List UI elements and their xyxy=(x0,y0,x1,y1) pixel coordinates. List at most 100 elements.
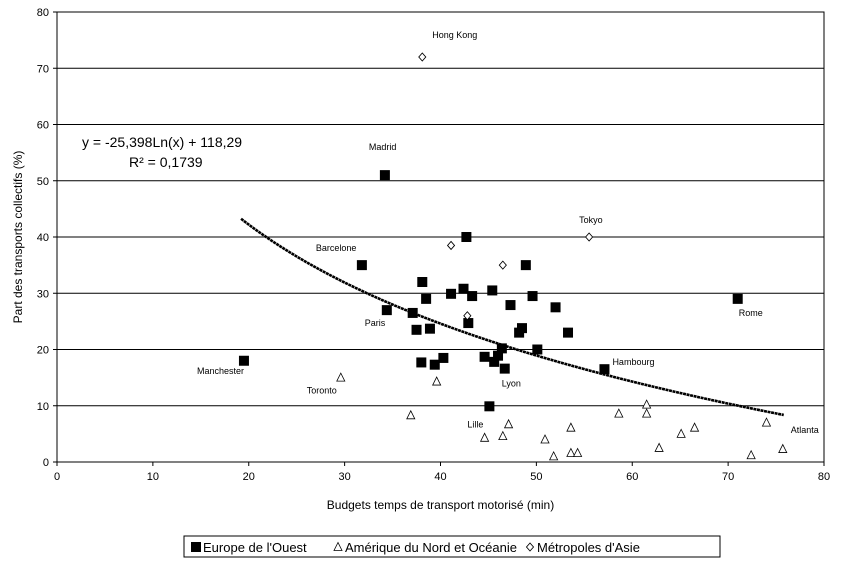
data-point-triangle xyxy=(641,399,652,409)
data-point-square xyxy=(479,351,490,362)
y-tick-label: 70 xyxy=(37,63,49,75)
city-label: Hambourg xyxy=(612,357,654,367)
data-point-square xyxy=(424,323,435,334)
data-point-triangle xyxy=(336,372,346,382)
y-tick-label: 40 xyxy=(37,232,49,244)
data-point-triangle xyxy=(566,422,576,432)
data-point-square xyxy=(461,232,472,242)
trendline xyxy=(240,217,784,417)
data-point-diamond xyxy=(446,240,456,251)
data-point-square xyxy=(732,293,743,304)
data-point-square xyxy=(438,352,449,363)
legend-marker-square xyxy=(191,542,201,552)
data-point-square xyxy=(520,260,531,271)
data-point-triangle xyxy=(689,422,700,432)
y-tick-label: 80 xyxy=(37,7,49,19)
series-triangle xyxy=(336,372,788,461)
y-tick-label: 10 xyxy=(37,401,49,413)
city-label: Hong Kong xyxy=(432,30,477,40)
legend: Europe de l'Ouest Amérique du Nord et Océ… xyxy=(183,535,721,558)
data-point-diamond xyxy=(418,52,427,62)
trendline-equation: y = -25,398Ln(x) + 118,29 xyxy=(82,134,242,150)
city-label: Tokyo xyxy=(579,215,603,225)
city-label: Lyon xyxy=(502,379,521,389)
data-point-triangle xyxy=(503,418,514,429)
data-point-triangle xyxy=(778,443,788,453)
data-point-triangle xyxy=(498,430,508,441)
y-tick-label: 50 xyxy=(37,176,49,188)
data-point-square xyxy=(446,288,457,299)
data-point-square xyxy=(527,291,538,302)
data-point-triangle xyxy=(479,432,490,442)
y-axis-title: Part des transports collectifs (%) xyxy=(11,151,25,324)
data-point-square xyxy=(496,343,507,354)
city-label: Rome xyxy=(739,308,763,318)
x-tick-label: 40 xyxy=(434,471,446,483)
city-labels: Hong Kong Madrid Tokyo Barcelone Paris Rome Ma… xyxy=(197,30,819,435)
data-point-diamond xyxy=(498,260,507,270)
data-point-triangle xyxy=(761,417,772,427)
data-point-square xyxy=(421,293,432,304)
x-axis-title: Budgets temps de transport motorisé (min… xyxy=(327,498,554,512)
data-point-diamond xyxy=(463,311,472,321)
y-tick-label: 60 xyxy=(37,120,49,132)
data-point-triangle xyxy=(540,434,550,444)
x-tick-label: 70 xyxy=(722,471,734,483)
data-point-triangle xyxy=(676,428,686,438)
data-point-square xyxy=(532,344,543,355)
x-tick-label: 0 xyxy=(54,471,60,483)
data-point-square xyxy=(417,277,428,287)
legend-label: Amérique du Nord et Océanie xyxy=(345,540,517,555)
data-point-square xyxy=(381,305,392,316)
series-diamond xyxy=(418,52,594,321)
data-point-square xyxy=(463,318,474,329)
data-point-square xyxy=(484,401,495,412)
legend-marker-diamond xyxy=(525,542,535,552)
data-point-diamond xyxy=(585,232,594,242)
data-point-square xyxy=(429,359,440,370)
city-label: Atlanta xyxy=(791,425,819,435)
city-label: Barcelone xyxy=(316,243,357,253)
data-point-triangle xyxy=(432,376,442,386)
data-point-square xyxy=(356,260,367,271)
data-point-square xyxy=(407,307,418,318)
trendline-group xyxy=(240,217,784,417)
data-point-square xyxy=(563,327,574,338)
data-point-triangle xyxy=(654,442,664,452)
legend-marker-triangle xyxy=(333,541,343,551)
data-point-triangle xyxy=(614,408,624,418)
city-label: Manchester xyxy=(197,366,244,376)
data-point-square xyxy=(505,300,516,311)
y-tick-label: 0 xyxy=(43,457,49,469)
axis-ticks: 0 10 20 30 40 50 60 70 80 0 10 20 30 40 50 60 70 80 xyxy=(37,7,830,483)
legend-label: Métropoles d'Asie xyxy=(537,540,640,555)
data-point-square xyxy=(416,357,427,368)
data-point-square xyxy=(238,355,249,366)
data-point-triangle xyxy=(746,449,756,460)
data-point-triangle xyxy=(641,408,652,418)
city-label: Lille xyxy=(467,419,483,429)
data-point-square xyxy=(599,364,610,375)
data-point-square xyxy=(550,302,561,313)
data-point-triangle xyxy=(566,447,576,457)
x-tick-label: 50 xyxy=(530,471,542,483)
x-tick-label: 20 xyxy=(243,471,255,483)
series-square xyxy=(238,170,743,412)
x-tick-label: 30 xyxy=(339,471,351,483)
data-point-square xyxy=(458,283,469,294)
city-label: Paris xyxy=(365,318,386,328)
data-point-square xyxy=(467,291,478,302)
data-point-square xyxy=(411,324,422,335)
data-point-square xyxy=(516,323,527,334)
data-point-square xyxy=(487,285,498,296)
data-point-triangle xyxy=(572,447,583,457)
data-points xyxy=(238,52,788,461)
data-point-triangle xyxy=(406,409,416,420)
trendline-r-squared: R² = 0,1739 xyxy=(129,154,203,170)
y-tick-label: 20 xyxy=(37,345,49,357)
data-point-square xyxy=(379,170,390,181)
gridlines xyxy=(57,67,824,407)
x-tick-label: 10 xyxy=(147,471,159,483)
city-label: Madrid xyxy=(369,142,397,152)
